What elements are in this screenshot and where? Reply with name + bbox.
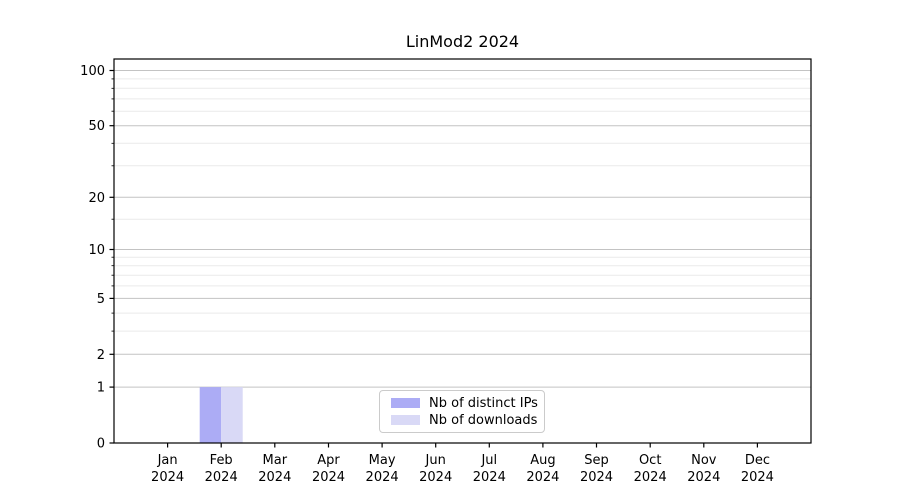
legend-item: Nb of downloads	[386, 414, 538, 427]
bar	[199, 387, 222, 443]
bars-series-1	[221, 387, 243, 443]
plot-frame	[113, 58, 812, 444]
y-tick-label: 5	[97, 292, 105, 307]
x-tick-year: 2024	[366, 470, 399, 485]
y-axis-labels: 0 1 2 5 10 20 50 100	[80, 64, 114, 452]
x-tick-month: Feb	[210, 453, 233, 468]
chart-title: LinMod2 2024	[405, 32, 520, 51]
legend-swatch-downloads-icon	[391, 415, 420, 425]
y-tick-label: 20	[88, 191, 105, 206]
x-tick-year: 2024	[151, 470, 184, 485]
x-axis-labels: Jan 2024 Feb 2024 Mar 2024 Apr 2024 May 2024 Jun 20…	[151, 443, 774, 485]
legend-label-downloads: Nb of downloads	[429, 412, 538, 428]
y-axis-minor-ticks	[111, 78, 114, 332]
y-gridlines-major	[114, 70, 811, 388]
x-tick-year: 2024	[258, 470, 291, 485]
x-tick-month: Mar	[263, 453, 288, 468]
legend-item: Nb of distinct IPs	[386, 397, 538, 410]
x-tick-month: May	[369, 453, 396, 468]
x-tick-year: 2024	[634, 470, 667, 485]
x-tick-month: Nov	[691, 453, 717, 468]
y-tick-label: 50	[88, 119, 105, 134]
bar	[221, 387, 243, 443]
x-tick-month: Apr	[317, 453, 340, 468]
legend: Nb of distinct IPs Nb of downloads	[379, 390, 545, 433]
x-tick-year: 2024	[580, 470, 613, 485]
x-tick-month: Jan	[157, 453, 178, 468]
x-tick-year: 2024	[526, 470, 559, 485]
y-tick-label: 0	[97, 437, 105, 452]
legend-label-distinct-ips: Nb of distinct IPs	[429, 395, 538, 411]
x-tick-month: Sep	[584, 453, 609, 468]
y-tick-label: 1	[97, 381, 105, 396]
y-gridlines-minor	[114, 78, 811, 332]
x-tick-month: Oct	[639, 453, 661, 468]
x-tick-month: Jul	[480, 453, 497, 468]
y-tick-label: 2	[97, 348, 105, 363]
legend-swatch-distinct-ips-icon	[391, 398, 420, 408]
x-tick-year: 2024	[473, 470, 506, 485]
y-tick-label: 10	[88, 243, 105, 258]
bars-series-0	[199, 387, 222, 443]
y-tick-label: 100	[80, 64, 105, 79]
x-tick-year: 2024	[419, 470, 452, 485]
x-tick-year: 2024	[205, 470, 238, 485]
x-tick-month: Aug	[530, 453, 555, 468]
x-tick-month: Dec	[745, 453, 770, 468]
x-tick-year: 2024	[312, 470, 345, 485]
x-tick-year: 2024	[741, 470, 774, 485]
x-tick-year: 2024	[687, 470, 720, 485]
x-tick-month: Jun	[425, 453, 446, 468]
